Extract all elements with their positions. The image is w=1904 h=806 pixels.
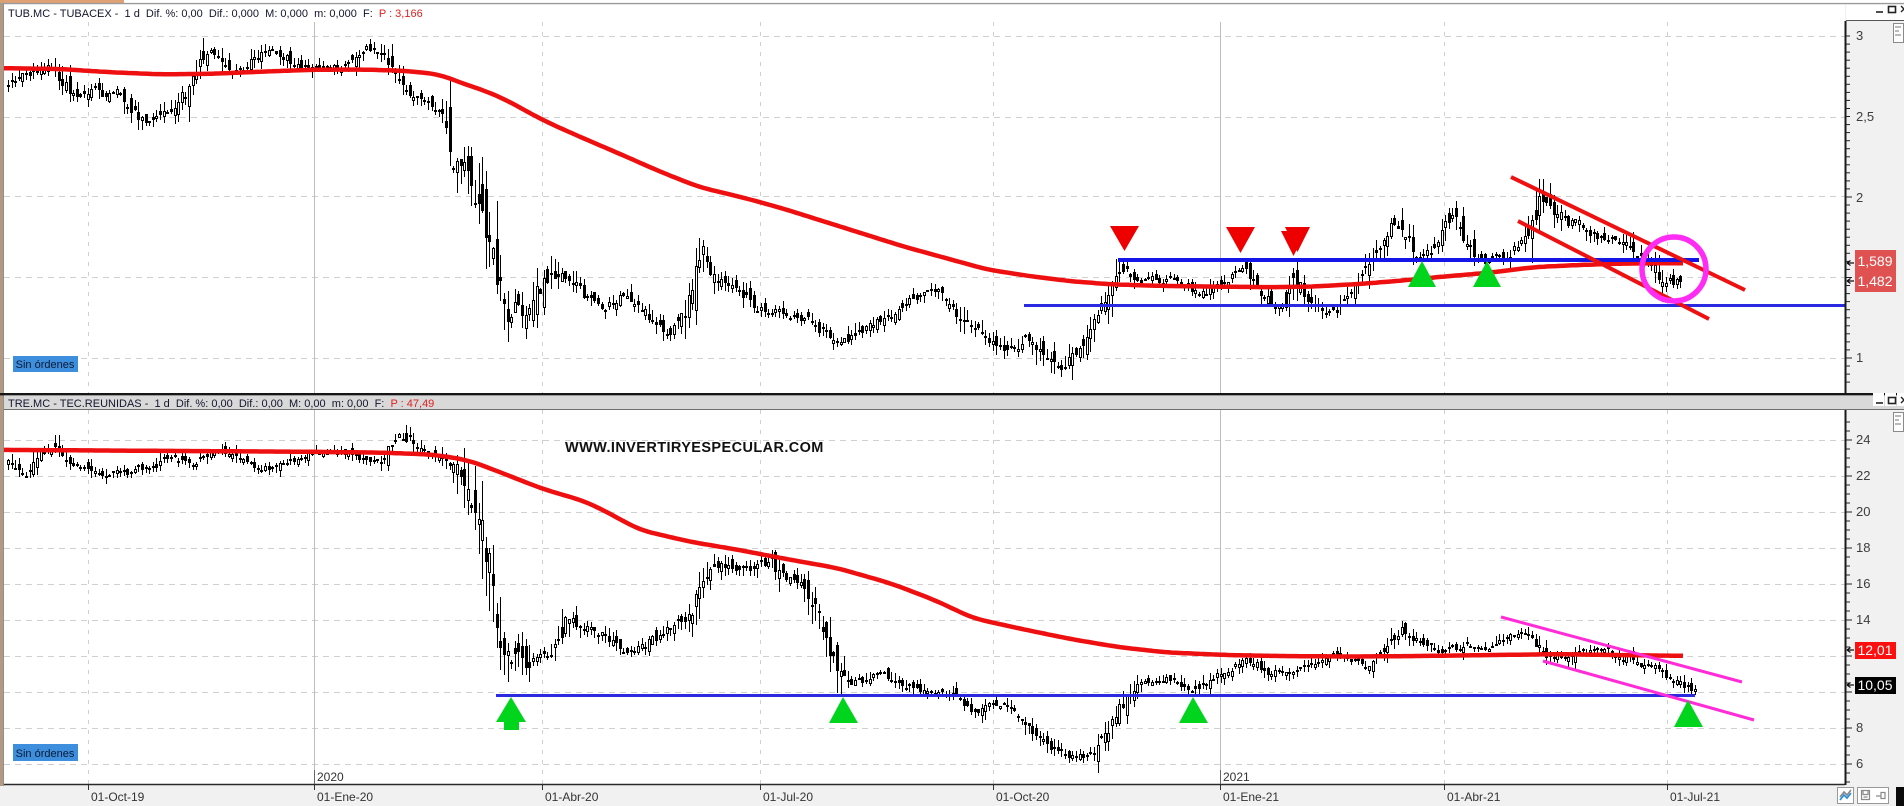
svg-text:01-Oct-20: 01-Oct-20 [996, 790, 1050, 804]
svg-text:Sin órdenes: Sin órdenes [16, 359, 75, 371]
svg-text:01-Jul-20: 01-Jul-20 [763, 790, 813, 804]
svg-text:24: 24 [1856, 432, 1870, 447]
svg-text:3: 3 [1856, 28, 1863, 43]
svg-text:12,01: 12,01 [1857, 642, 1892, 658]
svg-text:01-Abr-20: 01-Abr-20 [545, 790, 599, 804]
svg-text:10,05: 10,05 [1857, 677, 1892, 693]
svg-text:2020: 2020 [317, 770, 344, 784]
svg-text:01-Ene-20: 01-Ene-20 [317, 790, 373, 804]
svg-text:2021: 2021 [1223, 770, 1250, 784]
svg-text:22: 22 [1856, 468, 1870, 483]
svg-text:01-Jul-21: 01-Jul-21 [1670, 790, 1720, 804]
svg-text:Sin órdenes: Sin órdenes [16, 748, 75, 760]
svg-text:8: 8 [1856, 720, 1863, 735]
svg-text:1,589: 1,589 [1857, 253, 1892, 269]
svg-text:2: 2 [1856, 190, 1863, 205]
svg-text:TUB.MC - TUBACEX - 1 d Dif.: TUB.MC - TUBACEX - 1 d Dif. %: 0,00 Dif.… [8, 8, 423, 20]
svg-text:WWW.INVERTIRYESPECULAR.COM: WWW.INVERTIRYESPECULAR.COM [565, 440, 824, 456]
svg-text:20: 20 [1856, 504, 1870, 519]
svg-text:16: 16 [1856, 576, 1870, 591]
svg-text:2,5: 2,5 [1856, 109, 1874, 124]
svg-text:01-Oct-19: 01-Oct-19 [91, 790, 145, 804]
svg-text:TRE.MC - TEC.REUNIDAS - 1 d: TRE.MC - TEC.REUNIDAS - 1 d Dif. %: 0,00… [8, 398, 434, 410]
svg-text:01-Abr-21: 01-Abr-21 [1447, 790, 1501, 804]
svg-text:1: 1 [1856, 350, 1863, 365]
svg-text:6: 6 [1856, 756, 1863, 771]
svg-text:01-Ene-21: 01-Ene-21 [1223, 790, 1279, 804]
svg-text:14: 14 [1856, 612, 1870, 627]
svg-text:18: 18 [1856, 540, 1870, 555]
svg-text:1,482: 1,482 [1857, 273, 1892, 289]
